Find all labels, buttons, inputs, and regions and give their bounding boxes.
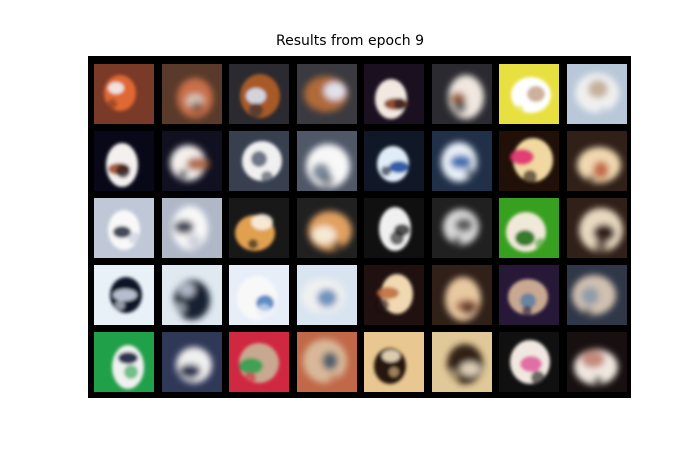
image-tile: [161, 131, 222, 191]
thumbnail-image: [161, 64, 222, 124]
image-tile: [161, 198, 222, 258]
thumbnail-image: [296, 131, 357, 191]
thumbnail-image: [431, 265, 492, 325]
image-tile: [296, 64, 357, 124]
thumbnail-image: [499, 332, 559, 392]
thumbnail-image: [364, 64, 424, 124]
image-tile: [296, 198, 357, 258]
image-tile: [431, 332, 492, 392]
thumbnail-image: [499, 131, 559, 191]
thumbnail-image: [566, 198, 627, 258]
thumbnail-image: [566, 64, 627, 124]
thumbnail-image: [161, 265, 222, 325]
image-tile: [566, 198, 627, 258]
image-tile: [229, 131, 289, 191]
image-tile: [94, 332, 154, 392]
image-tile: [499, 198, 559, 258]
image-tile: [161, 332, 222, 392]
thumbnail-image: [229, 131, 289, 191]
thumbnail-image: [499, 64, 559, 124]
thumbnail-image: [431, 64, 492, 124]
thumbnail-image: [229, 332, 289, 392]
thumbnail-image: [94, 64, 154, 124]
thumbnail-image: [296, 265, 357, 325]
image-tile: [229, 265, 289, 325]
image-tile: [499, 332, 559, 392]
image-tile: [364, 131, 424, 191]
thumbnail-image: [94, 198, 154, 258]
image-tile: [431, 198, 492, 258]
thumbnail-image: [566, 131, 627, 191]
image-tile: [94, 64, 154, 124]
thumbnail-image: [364, 198, 424, 258]
image-grid: [88, 56, 631, 398]
thumbnail-image: [431, 131, 492, 191]
thumbnail-image: [296, 198, 357, 258]
image-tile: [566, 332, 627, 392]
thumbnail-image: [364, 265, 424, 325]
thumbnail-image: [161, 332, 222, 392]
thumbnail-image: [566, 332, 627, 392]
thumbnail-image: [229, 265, 289, 325]
image-tile: [161, 265, 222, 325]
thumbnail-image: [94, 131, 154, 191]
image-tile: [296, 265, 357, 325]
image-tile: [94, 265, 154, 325]
thumbnail-image: [431, 332, 492, 392]
image-tile: [566, 131, 627, 191]
thumbnail-image: [229, 198, 289, 258]
figure-title: Results from epoch 9: [275, 33, 425, 49]
image-tile: [296, 332, 357, 392]
thumbnail-image: [296, 332, 357, 392]
image-tile: [364, 198, 424, 258]
image-tile: [364, 332, 424, 392]
thumbnail-image: [161, 131, 222, 191]
thumbnail-image: [229, 64, 289, 124]
image-tile: [229, 198, 289, 258]
thumbnail-image: [364, 332, 424, 392]
thumbnail-image: [499, 198, 559, 258]
image-tile: [431, 64, 492, 124]
image-tile: [94, 198, 154, 258]
image-tile: [499, 64, 559, 124]
thumbnail-image: [94, 332, 154, 392]
image-tile: [296, 131, 357, 191]
thumbnail-image: [499, 265, 559, 325]
thumbnail-image: [364, 131, 424, 191]
image-tile: [229, 64, 289, 124]
image-tile: [94, 131, 154, 191]
image-tile: [566, 64, 627, 124]
thumbnail-image: [94, 265, 154, 325]
image-tile: [431, 265, 492, 325]
thumbnail-image: [161, 198, 222, 258]
image-tile: [364, 265, 424, 325]
image-tile: [161, 64, 222, 124]
image-tile: [431, 131, 492, 191]
image-tile: [499, 265, 559, 325]
image-tile: [499, 131, 559, 191]
image-tile: [229, 332, 289, 392]
thumbnail-image: [296, 64, 357, 124]
image-tile: [566, 265, 627, 325]
thumbnail-image: [431, 198, 492, 258]
image-tile: [364, 64, 424, 124]
thumbnail-image: [566, 265, 627, 325]
